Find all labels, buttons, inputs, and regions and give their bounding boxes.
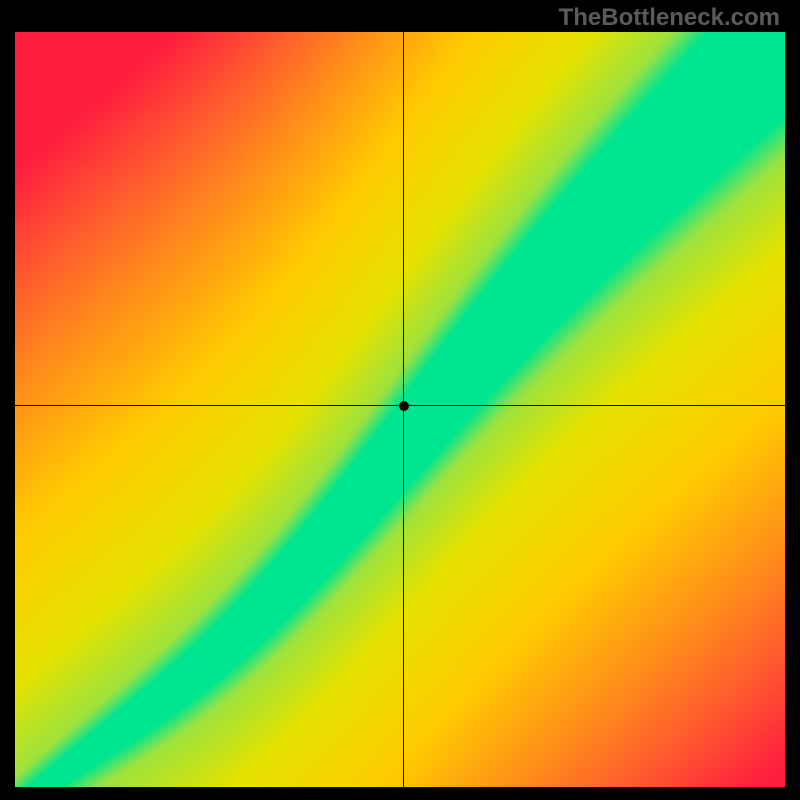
crosshair-dot bbox=[399, 401, 409, 411]
plot-area bbox=[15, 32, 785, 787]
chart-frame: { "watermark": { "text": "TheBottleneck.… bbox=[0, 0, 800, 800]
watermark-text: TheBottleneck.com bbox=[559, 4, 780, 32]
